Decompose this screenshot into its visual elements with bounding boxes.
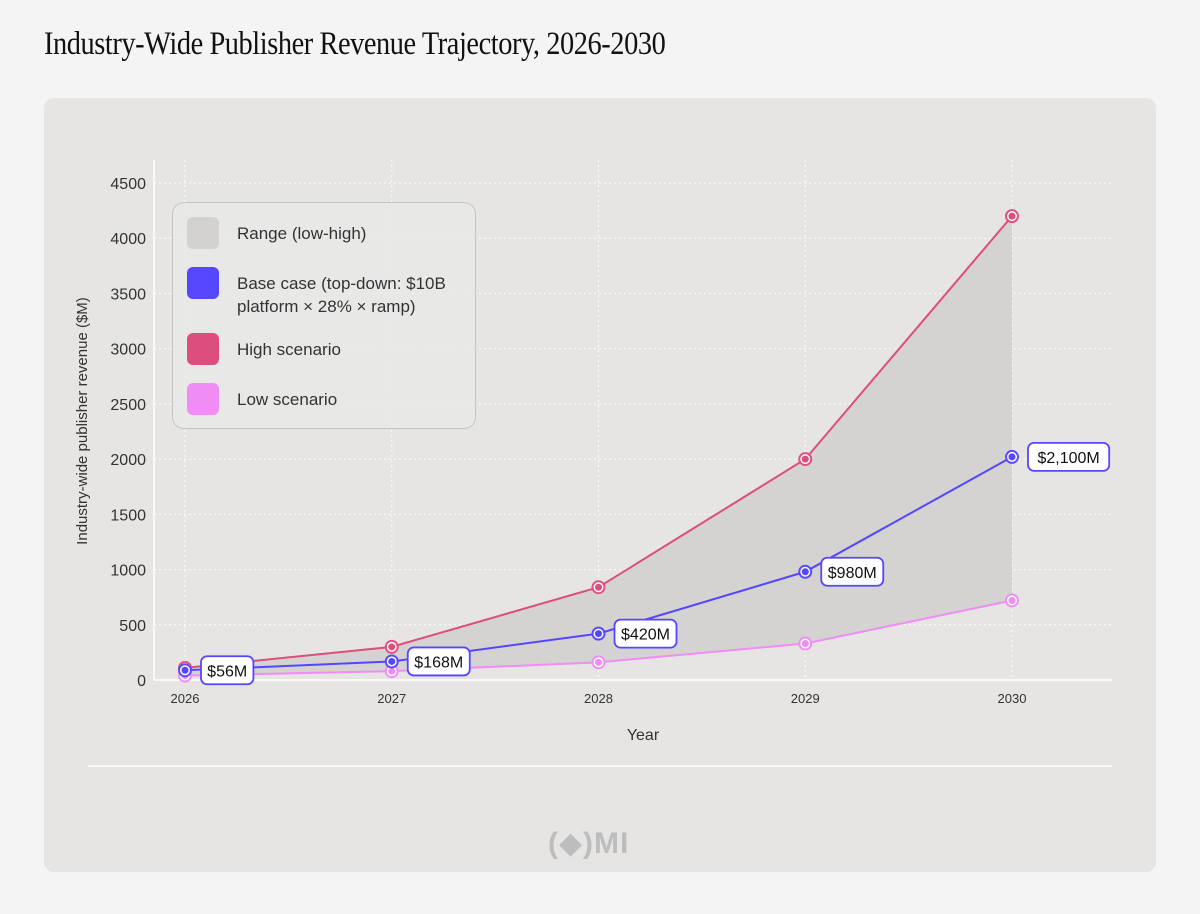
legend-item-base-case: Base case (top-down: $10B platform × 28%… <box>187 267 475 333</box>
base-case-data-label-box <box>1027 442 1111 472</box>
legend-label-low-scenario: Low scenario <box>237 390 338 409</box>
base-case-point <box>388 657 396 665</box>
y-axis-title: Industry-wide publisher revenue ($M) <box>74 297 91 545</box>
legend-swatch-range <box>187 217 219 249</box>
legend-swatch-high-scenario <box>187 333 219 365</box>
low-scenario-point <box>388 667 396 675</box>
y-tick-label: 4500 <box>110 176 146 193</box>
y-tick-label: 4000 <box>110 231 146 248</box>
chart-legend: Range (low-high) Base case (top-down: $1… <box>172 202 476 429</box>
base-case-point <box>595 630 602 638</box>
y-tick-label: 2500 <box>110 397 146 414</box>
y-tick-label: 1500 <box>110 507 146 524</box>
base-case-data-label: $56M <box>207 663 247 680</box>
high-scenario-point <box>1008 212 1016 220</box>
x-tick-label: 2029 <box>791 691 820 706</box>
low-scenario-point <box>1008 596 1016 604</box>
base-case-data-label-box <box>200 655 255 686</box>
high-scenario-point <box>595 583 602 591</box>
x-tick-label: 2027 <box>377 691 406 706</box>
y-tick-label: 2000 <box>110 452 146 469</box>
y-tick-label: 3500 <box>110 286 146 303</box>
y-tick-label: 500 <box>119 618 146 635</box>
page-title: Industry-Wide Publisher Revenue Trajecto… <box>44 26 666 62</box>
base-case-point <box>801 568 809 576</box>
x-tick-label: 2030 <box>998 691 1027 706</box>
base-case-data-label: $420M <box>621 627 670 644</box>
x-tick-label: 2026 <box>171 691 200 706</box>
base-case-data-label: $2,100M <box>1037 450 1099 467</box>
high-scenario-point <box>388 643 396 651</box>
range-band <box>185 216 1012 676</box>
y-tick-label: 3000 <box>110 342 146 359</box>
base-case-point <box>1008 453 1016 461</box>
legend-label-base-case: Base case (top-down: $10B platform × 28%… <box>237 274 446 316</box>
x-tick-label: 2028 <box>584 691 613 706</box>
legend-item-low-scenario: Low scenario <box>187 383 475 423</box>
legend-label-range: Range (low-high) <box>237 224 367 243</box>
base-case-data-label-box <box>406 646 471 677</box>
x-axis-title: Year <box>627 727 660 744</box>
base-case-data-label-box <box>613 618 678 649</box>
base-case-point <box>181 666 189 674</box>
low-scenario-point <box>801 640 809 648</box>
legend-item-range: Range (low-high) <box>187 217 475 267</box>
y-tick-label: 1000 <box>110 563 146 580</box>
base-case-data-label: $168M <box>414 654 463 671</box>
watermark-logo: (◆)MI <box>548 827 630 860</box>
legend-item-high-scenario: High scenario <box>187 333 475 383</box>
base-case-data-label-box <box>820 556 885 587</box>
legend-swatch-base-case <box>187 267 219 299</box>
footer-divider <box>88 765 1112 767</box>
low-scenario-point <box>595 658 602 666</box>
legend-label-high-scenario: High scenario <box>237 340 341 359</box>
high-scenario-point <box>801 455 809 463</box>
y-tick-label: 0 <box>137 673 146 690</box>
base-case-data-label: $980M <box>828 565 877 582</box>
legend-swatch-low-scenario <box>187 383 219 415</box>
